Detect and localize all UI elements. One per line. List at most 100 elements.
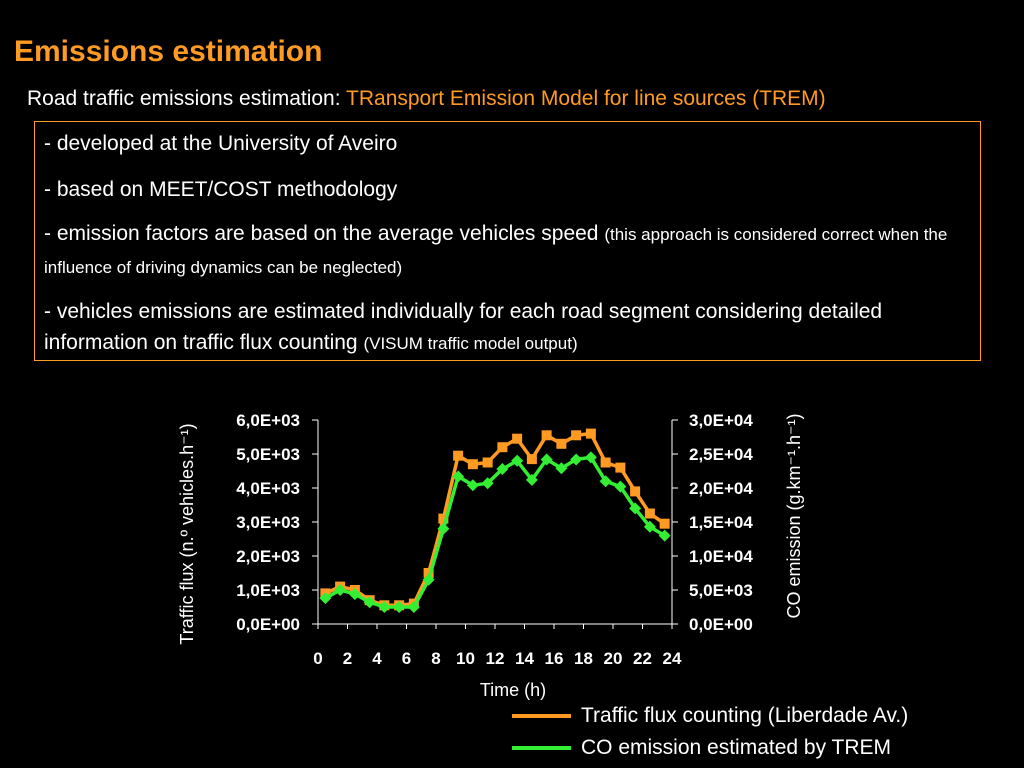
x-tick-label: 20 — [604, 649, 623, 668]
x-tick-label: 10 — [456, 649, 475, 668]
data-point-flux — [482, 457, 493, 468]
y-right-tick-label: 1,5E+04 — [689, 513, 753, 532]
data-point-co — [437, 522, 450, 535]
data-point-flux — [571, 430, 582, 441]
x-tick-label: 6 — [402, 649, 411, 668]
data-point-flux — [615, 462, 626, 473]
axes-lines — [317, 420, 673, 625]
legend-label-flux: Traffic flux counting (Liberdade Av.) — [581, 704, 909, 727]
bullet-item: - emission factors are based on the aver… — [44, 218, 970, 284]
data-point-co — [452, 470, 465, 483]
bullet-note: (this approach is considered correct whe… — [44, 225, 948, 277]
y-left-tick-label: 0,0E+00 — [236, 615, 300, 634]
data-point-co — [540, 453, 553, 466]
data-point-flux — [556, 438, 567, 449]
data-point-flux — [630, 486, 641, 497]
bullet-main: - emission factors are based on the aver… — [44, 222, 605, 245]
legend-swatch-co — [512, 746, 571, 750]
data-point-flux — [438, 513, 449, 524]
y-right-tick-label: 0,0E+00 — [689, 615, 753, 634]
subtitle-prefix: Road traffic emissions estimation: — [27, 87, 347, 110]
bullet-item: - developed at the University of Aveiro — [44, 128, 970, 159]
data-point-flux — [512, 433, 523, 444]
y-left-tick-label: 4,0E+03 — [236, 479, 300, 498]
series-line-co — [324, 455, 666, 609]
data-point-co — [599, 475, 612, 488]
data-point-co — [466, 479, 479, 492]
y-left-tick-label: 3,0E+03 — [236, 513, 300, 532]
data-point-co — [378, 601, 391, 613]
x-tick-label: 22 — [633, 649, 652, 668]
y-left-tick-label: 6,0E+03 — [236, 411, 300, 430]
data-point-flux — [585, 428, 596, 439]
legend-item-co: CO emission estimated by TREM — [512, 732, 908, 764]
data-point-co — [525, 473, 538, 486]
x-axis-label: Time (h) — [480, 680, 546, 700]
y-left-tick-label: 1,0E+03 — [236, 581, 300, 600]
data-point-co — [422, 573, 435, 586]
data-point-flux — [659, 518, 670, 529]
bullet-item: - vehicles emissions are estimated indiv… — [44, 296, 970, 359]
bullet-main: - developed at the University of Aveiro — [44, 132, 398, 155]
x-tick-label: 12 — [486, 649, 505, 668]
data-point-co — [555, 462, 568, 475]
data-point-co — [584, 451, 597, 464]
data-point-flux — [541, 430, 552, 441]
data-point-co — [570, 453, 583, 466]
bullet-note: (VISUM traffic model output) — [363, 334, 578, 353]
x-tick-label: 14 — [515, 649, 534, 668]
data-point-co — [614, 480, 627, 493]
x-tick-label: 0 — [313, 649, 322, 668]
y-right-tick-label: 3,0E+04 — [689, 411, 753, 430]
series-layer — [319, 428, 671, 613]
data-point-co — [334, 584, 347, 596]
x-tick-label: 2 — [343, 649, 352, 668]
data-point-co — [363, 596, 376, 609]
y-right-tick-label: 5,0E+03 — [689, 581, 753, 600]
y-right-axis: 0,0E+00 5,0E+03 1,0E+04 1,5E+04 2,0E+04 2,5E+… — [672, 411, 753, 634]
slide-subtitle: Road traffic emissions estimation: TRans… — [27, 85, 826, 113]
x-tick-label: 18 — [574, 649, 593, 668]
data-point-flux — [453, 450, 464, 461]
data-point-flux — [600, 457, 611, 468]
data-point-flux — [423, 568, 434, 578]
y-right-tick-label: 2,5E+04 — [689, 445, 753, 464]
y-left-tick-label: 2,0E+03 — [236, 547, 300, 566]
data-point-flux — [644, 508, 655, 519]
info-box: - developed at the University of Aveiro … — [34, 121, 981, 361]
chart-legend: Traffic flux counting (Liberdade Av.) CO… — [512, 700, 908, 764]
y-left-axis: 0,0E+00 1,0E+03 2,0E+03 3,0E+03 4,0E+03 5,0E+… — [236, 411, 318, 634]
bullet-main: - vehicles emissions are estimated indiv… — [44, 300, 883, 354]
emissions-chart: 0,0E+00 1,0E+03 2,0E+03 3,0E+03 4,0E+03 5,0E+… — [177, 411, 804, 700]
slide-title: Emissions estimation — [14, 35, 323, 68]
y-right-tick-label: 1,0E+04 — [689, 547, 753, 566]
x-tick-label: 4 — [372, 649, 382, 668]
legend-label-co: CO emission estimated by TREM — [581, 736, 892, 759]
data-point-flux — [467, 459, 478, 470]
legend-item-flux: Traffic flux counting (Liberdade Av.) — [512, 700, 908, 732]
series-line-flux — [324, 431, 666, 608]
bullet-main: - based on MEET/COST methodology — [44, 178, 398, 201]
x-tick-label: 24 — [663, 649, 682, 668]
data-point-flux — [526, 454, 537, 465]
y-left-axis-label: Traffic flux (n.º vehicles.h⁻¹) — [177, 423, 197, 644]
data-point-co — [658, 529, 671, 542]
data-point-flux — [497, 442, 508, 453]
data-point-co — [496, 462, 509, 475]
x-tick-label: 8 — [431, 649, 440, 668]
y-left-tick-label: 5,0E+03 — [236, 445, 300, 464]
x-axis: 0 2 4 6 8 10 12 14 16 18 20 22 24 — [313, 624, 682, 668]
data-point-co — [407, 601, 420, 613]
y-right-axis-label: CO emission (g.km⁻¹.h⁻¹) — [784, 413, 804, 618]
data-point-co — [348, 588, 361, 601]
y-right-tick-label: 2,0E+04 — [689, 479, 753, 498]
bullet-item: - based on MEET/COST methodology — [44, 174, 970, 205]
subtitle-accent: TRansport Emission Model for line source… — [346, 87, 826, 110]
data-point-co — [643, 520, 656, 533]
legend-swatch-flux — [512, 714, 571, 718]
data-point-co — [481, 477, 494, 490]
data-point-co — [511, 454, 524, 467]
data-point-co — [393, 601, 406, 613]
x-tick-label: 16 — [545, 649, 564, 668]
